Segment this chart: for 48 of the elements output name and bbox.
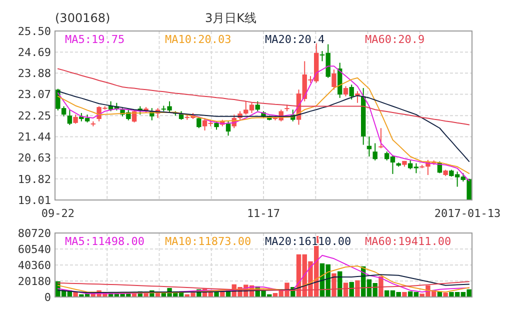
candlestick xyxy=(343,86,348,97)
text: MA10:11873.00 xyxy=(165,235,252,248)
bar xyxy=(332,273,336,297)
text: MA10:20.03 xyxy=(165,33,232,46)
y-tick-label: 20180 xyxy=(18,274,51,288)
line-series xyxy=(57,68,470,126)
candlestick xyxy=(355,90,360,104)
x-tick-label: 11-17 xyxy=(246,207,280,220)
bar xyxy=(355,280,360,297)
text: MA60:20.9 xyxy=(365,33,425,46)
bar xyxy=(443,292,448,297)
line-series xyxy=(57,274,470,294)
y-tick-label: 21.44 xyxy=(18,130,52,144)
y-tick-label: 60540 xyxy=(18,242,51,256)
candlestick xyxy=(378,128,384,149)
bar xyxy=(402,292,407,297)
text: MA5:11498.00 xyxy=(65,235,144,248)
candlestick xyxy=(67,109,72,126)
candlestick xyxy=(349,84,354,100)
candlestick xyxy=(73,114,78,124)
text: MA20:20.4 xyxy=(265,33,325,46)
candlestick xyxy=(372,142,378,161)
y-tick-label: 19.01 xyxy=(18,194,51,207)
line-series xyxy=(57,77,470,174)
chart-subtitle: 3月日K线 xyxy=(205,11,257,25)
y-tick-label: 24.69 xyxy=(18,46,51,59)
x-tick-label: 2017-01-13 xyxy=(434,207,501,220)
x-tick-label: 09-22 xyxy=(41,207,74,220)
bar xyxy=(349,282,354,297)
y-tick-label: 40360 xyxy=(18,258,51,272)
y-tick-label: 23.07 xyxy=(18,88,51,102)
y-tick-label: 23.88 xyxy=(18,67,51,80)
y-tick-label: 20.63 xyxy=(18,152,51,165)
candlestick xyxy=(226,120,231,136)
candlestick xyxy=(332,69,336,90)
chart-title: (300168) xyxy=(55,11,110,25)
text: MA5:19.75 xyxy=(65,33,125,46)
candlestick xyxy=(255,100,260,112)
y-tick-label: 22.25 xyxy=(18,109,51,122)
line-series xyxy=(57,281,470,291)
y-tick-label: 0 xyxy=(44,290,51,304)
text: MA60:19411.00 xyxy=(365,235,452,248)
bar xyxy=(214,292,219,297)
y-tick-label: 80720 xyxy=(18,226,51,240)
y-tick-label: 19.82 xyxy=(18,172,51,186)
line-series xyxy=(57,66,470,182)
y-tick-label: 25.50 xyxy=(18,24,51,38)
bar xyxy=(73,292,78,297)
